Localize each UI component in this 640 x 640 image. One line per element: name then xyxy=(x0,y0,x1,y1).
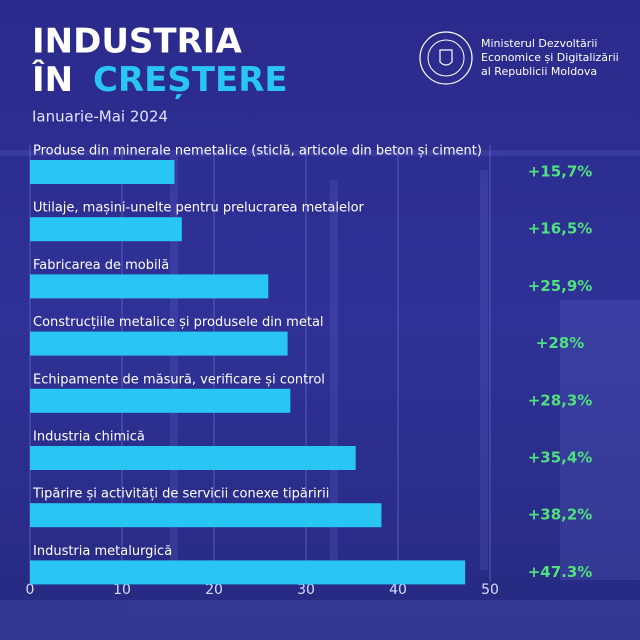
category-label: Industria chimică xyxy=(33,430,145,445)
bar xyxy=(30,217,182,242)
x-tick-label: 50 xyxy=(481,582,499,598)
category-label: Tipărire și activități de servicii conex… xyxy=(32,487,329,502)
category-label: Construcțiile metalice și produsele din … xyxy=(33,315,324,330)
category-label: Utilaje, mașini-unelte pentru prelucrare… xyxy=(33,201,365,216)
value-label: +28,3% xyxy=(528,391,593,409)
bar xyxy=(30,388,291,413)
x-tick-label: 0 xyxy=(26,582,35,598)
emblem xyxy=(419,31,473,85)
bar xyxy=(30,446,356,470)
value-label: +38,2% xyxy=(528,506,593,524)
ministry-line: Economice și Digitalizării xyxy=(481,51,619,64)
value-label: +25,9% xyxy=(528,277,593,295)
bar xyxy=(30,160,175,184)
value-label: +15,7% xyxy=(528,163,593,181)
category-label: Industria metalurgică xyxy=(33,544,172,559)
x-tick-label: 10 xyxy=(113,582,131,598)
x-tick-label: 20 xyxy=(205,582,223,598)
category-label: Produse din minerale nemetalice (sticlă,… xyxy=(33,144,482,159)
bar xyxy=(30,274,269,299)
bar xyxy=(30,560,466,585)
ministry-line: al Republicii Moldova xyxy=(481,65,597,78)
factory-silhouette xyxy=(0,150,640,640)
title: ÎN CREȘTERE xyxy=(32,59,288,100)
title-part: CREȘTERE xyxy=(93,60,288,100)
x-tick-label: 40 xyxy=(389,582,407,598)
value-label: +16,5% xyxy=(528,220,593,238)
bar xyxy=(30,331,288,356)
value-label: +28% xyxy=(536,334,584,352)
value-label: +35,4% xyxy=(528,449,593,467)
title-part: ÎN xyxy=(32,59,73,100)
bar xyxy=(30,503,382,528)
value-label: +47.3% xyxy=(528,563,593,581)
category-label: Echipamente de măsură, verificare și con… xyxy=(33,372,325,387)
title: INDUSTRIA xyxy=(32,22,242,62)
category-label: Fabricarea de mobilă xyxy=(33,258,169,273)
x-tick-label: 30 xyxy=(297,582,315,598)
subtitle: Ianuarie-Mai 2024 xyxy=(32,108,168,126)
ministry-line: Ministerul Dezvoltării xyxy=(481,37,597,50)
